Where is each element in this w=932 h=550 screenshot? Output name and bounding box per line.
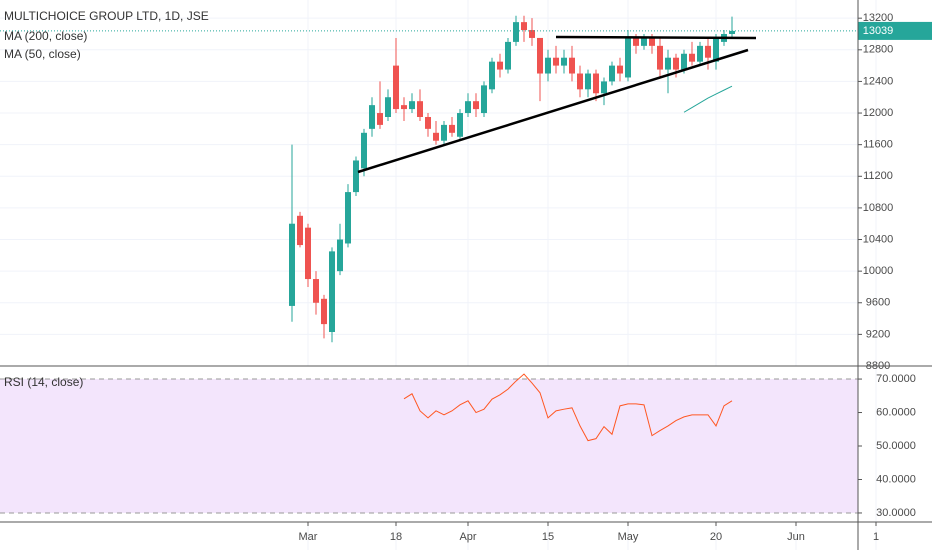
rsi-line [403,373,733,442]
candle-body [489,61,495,90]
candle-body [409,101,415,110]
rsi-pane: 30.0000 40.0000 50.0000 60.0000 70.0000 [0,366,916,522]
candle-body [329,251,335,333]
y-tick-label: 60.0000 [876,406,916,418]
y-tick-label: 12800 [863,44,894,56]
rsi-band [0,379,858,513]
candle-body [513,22,519,42]
x-tick-label: 18 [390,531,402,543]
x-tick-label: 15 [542,531,554,543]
candle-body [569,57,575,74]
candle-body [305,227,311,280]
candle-body [641,37,647,46]
candle-body [729,30,735,34]
y-tick-label: 9200 [866,328,890,340]
candle-body [321,298,327,325]
y-tick-label: 10400 [863,233,894,245]
candle-body [353,160,359,193]
candle-body [697,45,703,62]
candle-body [585,73,591,90]
resistance-line [555,35,757,40]
candle-body [553,57,559,66]
candle-body [425,116,431,129]
candle-body [385,97,391,117]
candle-body [369,105,375,129]
x-tick-label: 1 [873,531,879,543]
candle-body [377,113,383,125]
candle-body [529,30,535,38]
y-tick-label: 40.0000 [876,473,916,485]
x-tick-label: Apr [459,531,476,543]
rsi-title: RSI (14, close) [4,375,83,389]
last-price-label: 13039 [863,25,894,37]
candle-body [481,85,487,114]
candle-body [313,279,319,303]
x-tick-label: May [618,531,639,543]
candle-body [601,81,607,94]
candle-body [681,53,687,70]
candle-body [537,37,543,74]
candle-body [665,57,671,70]
candle-body [289,223,295,306]
x-tick-label: Mar [299,531,318,543]
candle-body [497,61,503,70]
candle-body [713,37,719,62]
candle-body [577,73,583,90]
y-tick-label: 12000 [863,107,894,119]
y-tick-label: 13200 [863,12,894,24]
candle-body [345,192,351,244]
moving-average-line [683,85,733,113]
candle-body [609,65,615,82]
candle-body [449,124,455,133]
candle-body [417,101,423,117]
candle-body [689,53,695,62]
y-tick-label: 70.0000 [876,373,916,385]
x-tick-label: 20 [710,531,722,543]
trend-line [357,48,749,174]
candle-body [705,45,711,58]
candle-body [393,65,399,110]
candle-body [649,37,655,46]
candle-body [465,101,471,114]
candle-body [545,57,551,74]
y-tick-label: 50.0000 [876,440,916,452]
x-tick-label: Jun [787,531,805,543]
y-tick-label: 10800 [863,202,894,214]
candle-body [473,101,479,110]
y-tick-label: 12400 [863,75,894,87]
candle-body [617,65,623,74]
candle-body [625,37,631,78]
candle-body [297,215,303,246]
candle-body [521,22,527,31]
y-tick-label: 11200 [863,170,893,182]
chart-title: MULTICHOICE GROUP LTD, 1D, JSE [4,9,209,23]
legend-entry: MA (50, close) [4,47,81,61]
candle-body [433,132,439,141]
y-tick-label: 11600 [863,139,893,151]
candle-body [457,113,463,137]
candle-body [401,105,407,110]
candle-body [337,239,343,272]
candle-body [657,45,663,70]
candle-body [441,124,447,141]
candle-body [505,41,511,70]
last-price-tag [858,21,932,40]
candle-body [633,37,639,46]
candle-body [593,73,599,94]
y-tick-label: 9600 [866,297,890,309]
y-tick-label: 30.0000 [876,507,916,519]
candle-body [673,57,679,70]
candle-body [561,57,567,66]
legend-entry: MA (200, close) [4,29,87,43]
candle-body [361,132,367,169]
y-tick-label: 10000 [863,265,894,277]
